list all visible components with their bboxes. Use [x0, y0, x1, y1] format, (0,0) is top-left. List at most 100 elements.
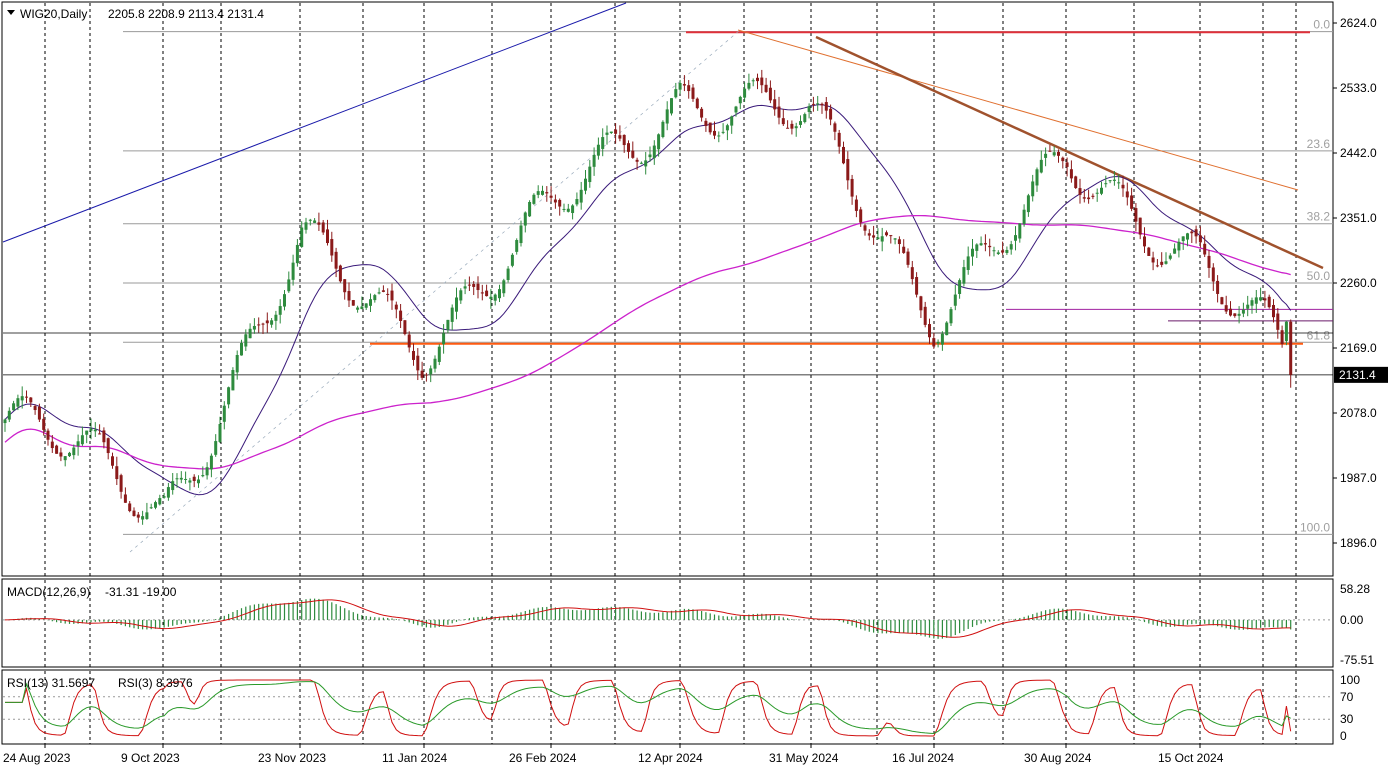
candle-body-19 — [85, 430, 89, 435]
candle-body-165 — [713, 130, 716, 136]
fib-label-2: 38.2 — [1307, 210, 1331, 224]
candle-body-56 — [244, 334, 248, 347]
candle-body-280 — [1207, 255, 1211, 268]
candle-body-222 — [958, 280, 962, 294]
candle-body-38 — [166, 487, 170, 498]
candle-body-270 — [1164, 261, 1168, 264]
moving-averages — [4, 104, 1292, 496]
candle-body-185 — [799, 121, 802, 125]
ma-long-line — [4, 214, 1291, 470]
candle-body-115 — [498, 289, 501, 299]
candle-body-202 — [872, 235, 876, 238]
candle-body-273 — [1177, 241, 1181, 251]
candle-body-257 — [1108, 180, 1112, 182]
candle-body-24 — [106, 438, 110, 454]
candle-body-43 — [188, 480, 192, 483]
candle-body-239 — [1031, 181, 1035, 197]
candle-body-278 — [1198, 235, 1202, 243]
candle-body-201 — [867, 233, 871, 236]
candle-body-13 — [59, 452, 63, 457]
candle-body-175 — [756, 77, 759, 82]
candle-body-10 — [46, 430, 50, 440]
candle-body-250 — [1078, 188, 1082, 195]
candle-body-45 — [197, 479, 200, 484]
candle-body-58 — [252, 325, 256, 330]
candle-body-189 — [816, 103, 820, 105]
price-label-5: 2169.0 — [1340, 341, 1377, 355]
candle-body-84 — [364, 303, 368, 308]
date-label-0: 24 Aug 2023 — [3, 751, 71, 765]
candle-body-180 — [777, 106, 781, 118]
candle-body-113 — [489, 296, 493, 299]
candle-body-26 — [115, 466, 119, 480]
candle-body-14 — [63, 456, 67, 461]
candle-body-172 — [743, 88, 747, 98]
rsi13-line — [5, 681, 1291, 735]
candle-body-287 — [1237, 313, 1241, 316]
candle-body-242 — [1044, 153, 1048, 158]
price-label-6: 2078.0 — [1340, 406, 1377, 420]
candle-body-85 — [369, 299, 372, 306]
candle-body-120 — [519, 225, 523, 244]
fib-label-1: 23.6 — [1307, 137, 1331, 151]
candle-body-78 — [338, 265, 342, 282]
candle-body-67 — [291, 262, 295, 280]
candle-body-102 — [442, 333, 446, 345]
ohlc-values: 2205.8 2208.9 2113.4 2131.4 — [108, 7, 264, 21]
candle-body-281 — [1211, 267, 1215, 282]
candle-body-227 — [979, 243, 983, 246]
candle-body-127 — [549, 195, 553, 198]
candle-body-218 — [940, 333, 944, 345]
candle-body-191 — [824, 102, 828, 111]
candle-body-208 — [897, 239, 901, 245]
candle-body-99 — [429, 368, 433, 375]
candle-body-158 — [682, 84, 686, 86]
candle-body-15 — [68, 452, 71, 457]
candle-body-59 — [257, 324, 261, 326]
candle-body-247 — [1065, 162, 1069, 167]
candle-body-265 — [1143, 236, 1146, 247]
rsi-indicator: 100 70 30 0 — [3, 673, 1360, 743]
candle-body-157 — [678, 83, 682, 90]
candle-body-105 — [455, 297, 458, 312]
last-price-box — [1334, 366, 1388, 383]
rsi-axis-label-2: 30 — [1340, 712, 1354, 726]
candle-body-82 — [356, 307, 360, 310]
candle-body-75 — [326, 229, 329, 244]
candle-body-95 — [412, 350, 415, 360]
candle-body-248 — [1069, 169, 1073, 179]
macd-panel-frame — [1, 578, 1334, 668]
candle-body-131 — [566, 208, 570, 212]
candle-body-112 — [485, 290, 489, 297]
candle-body-47 — [205, 467, 209, 476]
candle-body-215 — [928, 324, 931, 338]
candle-body-234 — [1009, 244, 1013, 250]
candle-body-81 — [351, 300, 355, 306]
candle-body-8 — [37, 406, 41, 420]
rsi-label: RSI(13) 31.5697 — [7, 676, 95, 690]
candle-body-231 — [996, 252, 1000, 254]
date-label-8: 30 Aug 2024 — [1024, 751, 1092, 765]
candle-body-116 — [502, 280, 506, 294]
candle-body-128 — [553, 199, 557, 203]
candle-body-108 — [467, 284, 471, 286]
candle-body-164 — [708, 122, 712, 133]
candle-body-275 — [1186, 233, 1189, 240]
candle-body-6 — [29, 397, 33, 403]
candle-body-94 — [407, 334, 411, 348]
ma-short-line — [4, 104, 1292, 496]
candle-body-2 — [12, 403, 16, 411]
candle-body-7 — [33, 406, 37, 411]
macd-axis-label-1: 0.00 — [1340, 613, 1364, 627]
dropdown-triangle-icon[interactable] — [7, 10, 15, 15]
rsi-axis-label-0: 100 — [1340, 673, 1360, 687]
candle-body-203 — [876, 237, 880, 240]
candle-body-118 — [510, 254, 514, 266]
candle-body-121 — [523, 212, 527, 226]
candle-body-36 — [158, 498, 162, 505]
candle-body-288 — [1241, 309, 1245, 314]
candle-body-171 — [738, 96, 742, 104]
candle-body-264 — [1138, 217, 1142, 235]
candle-body-214 — [923, 306, 927, 325]
